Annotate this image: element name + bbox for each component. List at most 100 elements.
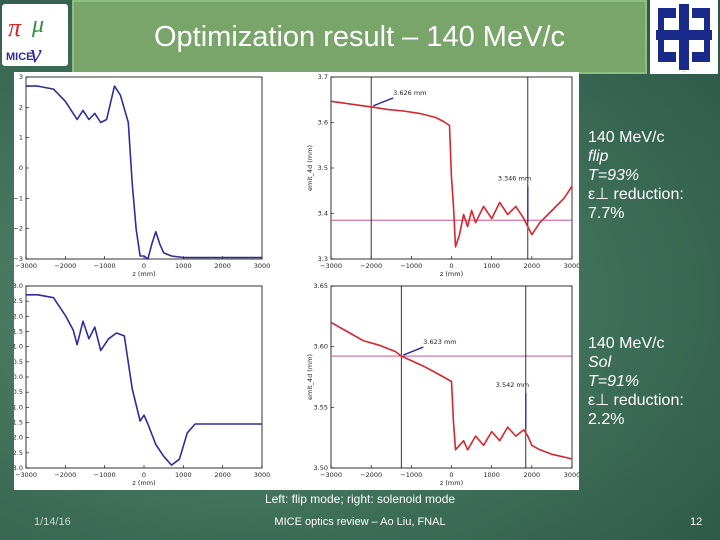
annotation-sol-mode: Sol	[588, 354, 612, 371]
chart-2-x-tick-label-1: −2000	[54, 471, 76, 479]
chart-0-x-tick-label-6: 3000	[254, 262, 271, 270]
chart-2-y-tick-label-8: 1.0	[14, 343, 23, 351]
chart-2-y-tick-label-0: −3.0	[14, 464, 23, 472]
mice-logo-text: MICE	[6, 51, 34, 63]
chart-1-x-tick-label-3: 0	[449, 262, 453, 270]
chart-0-y-tick-label-6: 3	[19, 73, 23, 81]
chart-2-y-tick-label-4: −1.0	[14, 403, 23, 411]
chart-1-x-tick-label-1: −2000	[360, 262, 382, 270]
chart-0-x-label: z (mm)	[132, 270, 155, 278]
chart-3-x-tick-label-3: 0	[449, 471, 453, 479]
chart-2-y-tick-label-11: 2.5	[14, 297, 23, 305]
chart-0-x-tick-label-4: 1000	[175, 262, 192, 270]
chart-3-annotation-0: 3.623 mm	[423, 338, 456, 346]
plots-svg: −3000 −2000 −1000 0 1000 2000 3000 −3 −2 −1 0 1 2 3 z …	[14, 73, 579, 487]
chart-0-y-tick-label-5: 2	[19, 103, 23, 111]
chart-3-y-tick-label-3: 3.65	[314, 282, 328, 290]
footer-date: 1/14/16	[34, 516, 71, 528]
chart-2-y-tick-label-2: −2.0	[14, 434, 23, 442]
chart-2-y-tick-label-6: 0.0	[14, 373, 23, 381]
chart-1-x-label: z (mm)	[440, 270, 463, 278]
annotation-flip-mode: flip	[588, 148, 609, 165]
fermilab-logo-text: Fermilab	[682, 71, 686, 73]
annotation-sol-transmission: T=91%	[588, 373, 640, 390]
plot-figure: −3000 −2000 −1000 0 1000 2000 3000 −3 −2 −1 0 1 2 3 z …	[14, 72, 579, 490]
annotation-flip-reduction-label: ε⊥ reduction:	[588, 186, 684, 203]
annotation-flip-reduction-value: 7.7%	[588, 205, 625, 222]
nu-glyph: ν	[30, 39, 42, 66]
chart-0-x-tick-label-1: −2000	[54, 262, 76, 270]
annotation-sol: 140 MeV/c Sol T=91% ε⊥ reduction: 2.2%	[588, 334, 684, 429]
chart-0-frame	[25, 76, 263, 260]
figure-caption: Left: flip mode; right: solenoid mode	[264, 492, 456, 506]
chart-2-y-tick-label-5: −0.5	[14, 388, 23, 396]
chart-3-x-tick-label-5: 2000	[524, 471, 541, 479]
annotation-flip: 140 MeV/c flip T=93% ε⊥ reduction: 7.7%	[588, 128, 684, 223]
chart-1-x-tick-label-6: 3000	[564, 262, 579, 270]
mu-glyph: μ	[31, 12, 44, 38]
chart-0-x-tick-label-5: 2000	[214, 262, 231, 270]
chart-2-x-tick-label-5: 2000	[214, 471, 231, 479]
chart-1-y-tick-label-0: 3.3	[318, 255, 328, 263]
annotation-sol-momentum: 140 MeV/c	[588, 335, 665, 352]
chart-1-series-line-0	[330, 100, 573, 248]
chart-2-x-tick-label-2: −1000	[94, 471, 116, 479]
chart-3-annotation-1: 3.542 mm	[496, 381, 529, 389]
chart-2-y-tick-label-9: 1.5	[14, 328, 23, 336]
chart-0-y-tick-label-1: −2	[14, 225, 23, 233]
chart-3-x-label: z (mm)	[440, 479, 463, 487]
annotation-flip-momentum: 140 MeV/c	[588, 129, 665, 146]
chart-0-y-tick-label-4: 1	[19, 134, 23, 142]
chart-1-x-tick-label-4: 1000	[483, 262, 500, 270]
pi-glyph: π	[8, 13, 22, 42]
chart-3-y-tick-label-1: 3.55	[314, 403, 328, 411]
slide-title: Optimization result – 140 MeV/c	[153, 20, 565, 53]
chart-1-y-tick-label-1: 3.4	[318, 210, 328, 218]
footer-page-number: 12	[690, 516, 703, 528]
chart-3-x-tick-label-1: −2000	[360, 471, 382, 479]
chart-3-x-tick-label-4: 1000	[483, 471, 500, 479]
fermilab-logo: Fermilab	[650, 0, 718, 74]
chart-1-y-tick-label-4: 3.7	[318, 73, 328, 81]
chart-1-annotation-1: 3.346 mm	[498, 175, 531, 183]
mice-logo-graphic: π μ ν MICE	[6, 12, 44, 68]
chart-2-x-tick-label-3: 0	[142, 471, 146, 479]
chart-0-y-tick-label-0: −3	[14, 255, 23, 263]
chart-3-x-tick-label-6: 3000	[564, 471, 579, 479]
annotation-flip-transmission: T=93%	[588, 167, 640, 184]
chart-0-series-line-0	[26, 85, 262, 260]
chart-2-y-tick-label-10: 2.0	[14, 312, 23, 320]
chart-1-y-tick-label-3: 3.6	[318, 119, 328, 127]
chart-0-y-tick-label-2: −1	[14, 194, 23, 202]
chart-1-annotation-arrow-0	[372, 97, 394, 107]
fermilab-logo-graphic: Fermilab	[656, 4, 712, 73]
chart-2-y-tick-label-7: 0.5	[14, 358, 23, 366]
chart-0-x-tick-label-2: −1000	[94, 262, 116, 270]
chart-0-y-tick-label-3: 0	[19, 164, 23, 172]
annotation-sol-reduction-value: 2.2%	[588, 411, 625, 428]
chart-3-y-label: emit_4d (mm)	[306, 354, 314, 400]
chart-2-frame	[25, 285, 263, 469]
chart-1-x-tick-label-5: 2000	[524, 262, 541, 270]
chart-3-y-tick-label-2: 3.60	[314, 343, 328, 351]
chart-1-y-label: emit_4d (mm)	[306, 145, 314, 191]
chart-3-x-tick-label-2: −1000	[400, 471, 422, 479]
title-bar: Optimization result – 140 MeV/c	[72, 0, 647, 74]
chart-2-y-tick-label-12: 3.0	[14, 282, 23, 290]
chart-2-x-label: z (mm)	[132, 479, 155, 487]
chart-3-annotation-arrow-0	[403, 346, 424, 356]
chart-2-x-tick-label-0: −3000	[15, 471, 37, 479]
chart-1-x-tick-label-0: −3000	[320, 262, 342, 270]
chart-2-series-line-0	[26, 294, 262, 466]
chart-1-y-tick-label-2: 3.5	[318, 164, 328, 172]
footer-center: MICE optics review – Ao Liu, FNAL	[274, 516, 446, 528]
chart-3-y-tick-label-0: 3.50	[314, 464, 328, 472]
chart-1-x-tick-label-2: −1000	[400, 262, 422, 270]
chart-3-x-tick-label-0: −3000	[320, 471, 342, 479]
chart-2-x-tick-label-4: 1000	[175, 471, 192, 479]
chart-3-series-line-0	[330, 321, 573, 460]
chart-2-y-tick-label-3: −1.5	[14, 419, 23, 427]
chart-0-x-tick-label-3: 0	[142, 262, 146, 270]
chart-2-y-tick-label-1: −2.5	[14, 449, 23, 457]
chart-1-annotation-0: 3.626 mm	[393, 89, 426, 97]
